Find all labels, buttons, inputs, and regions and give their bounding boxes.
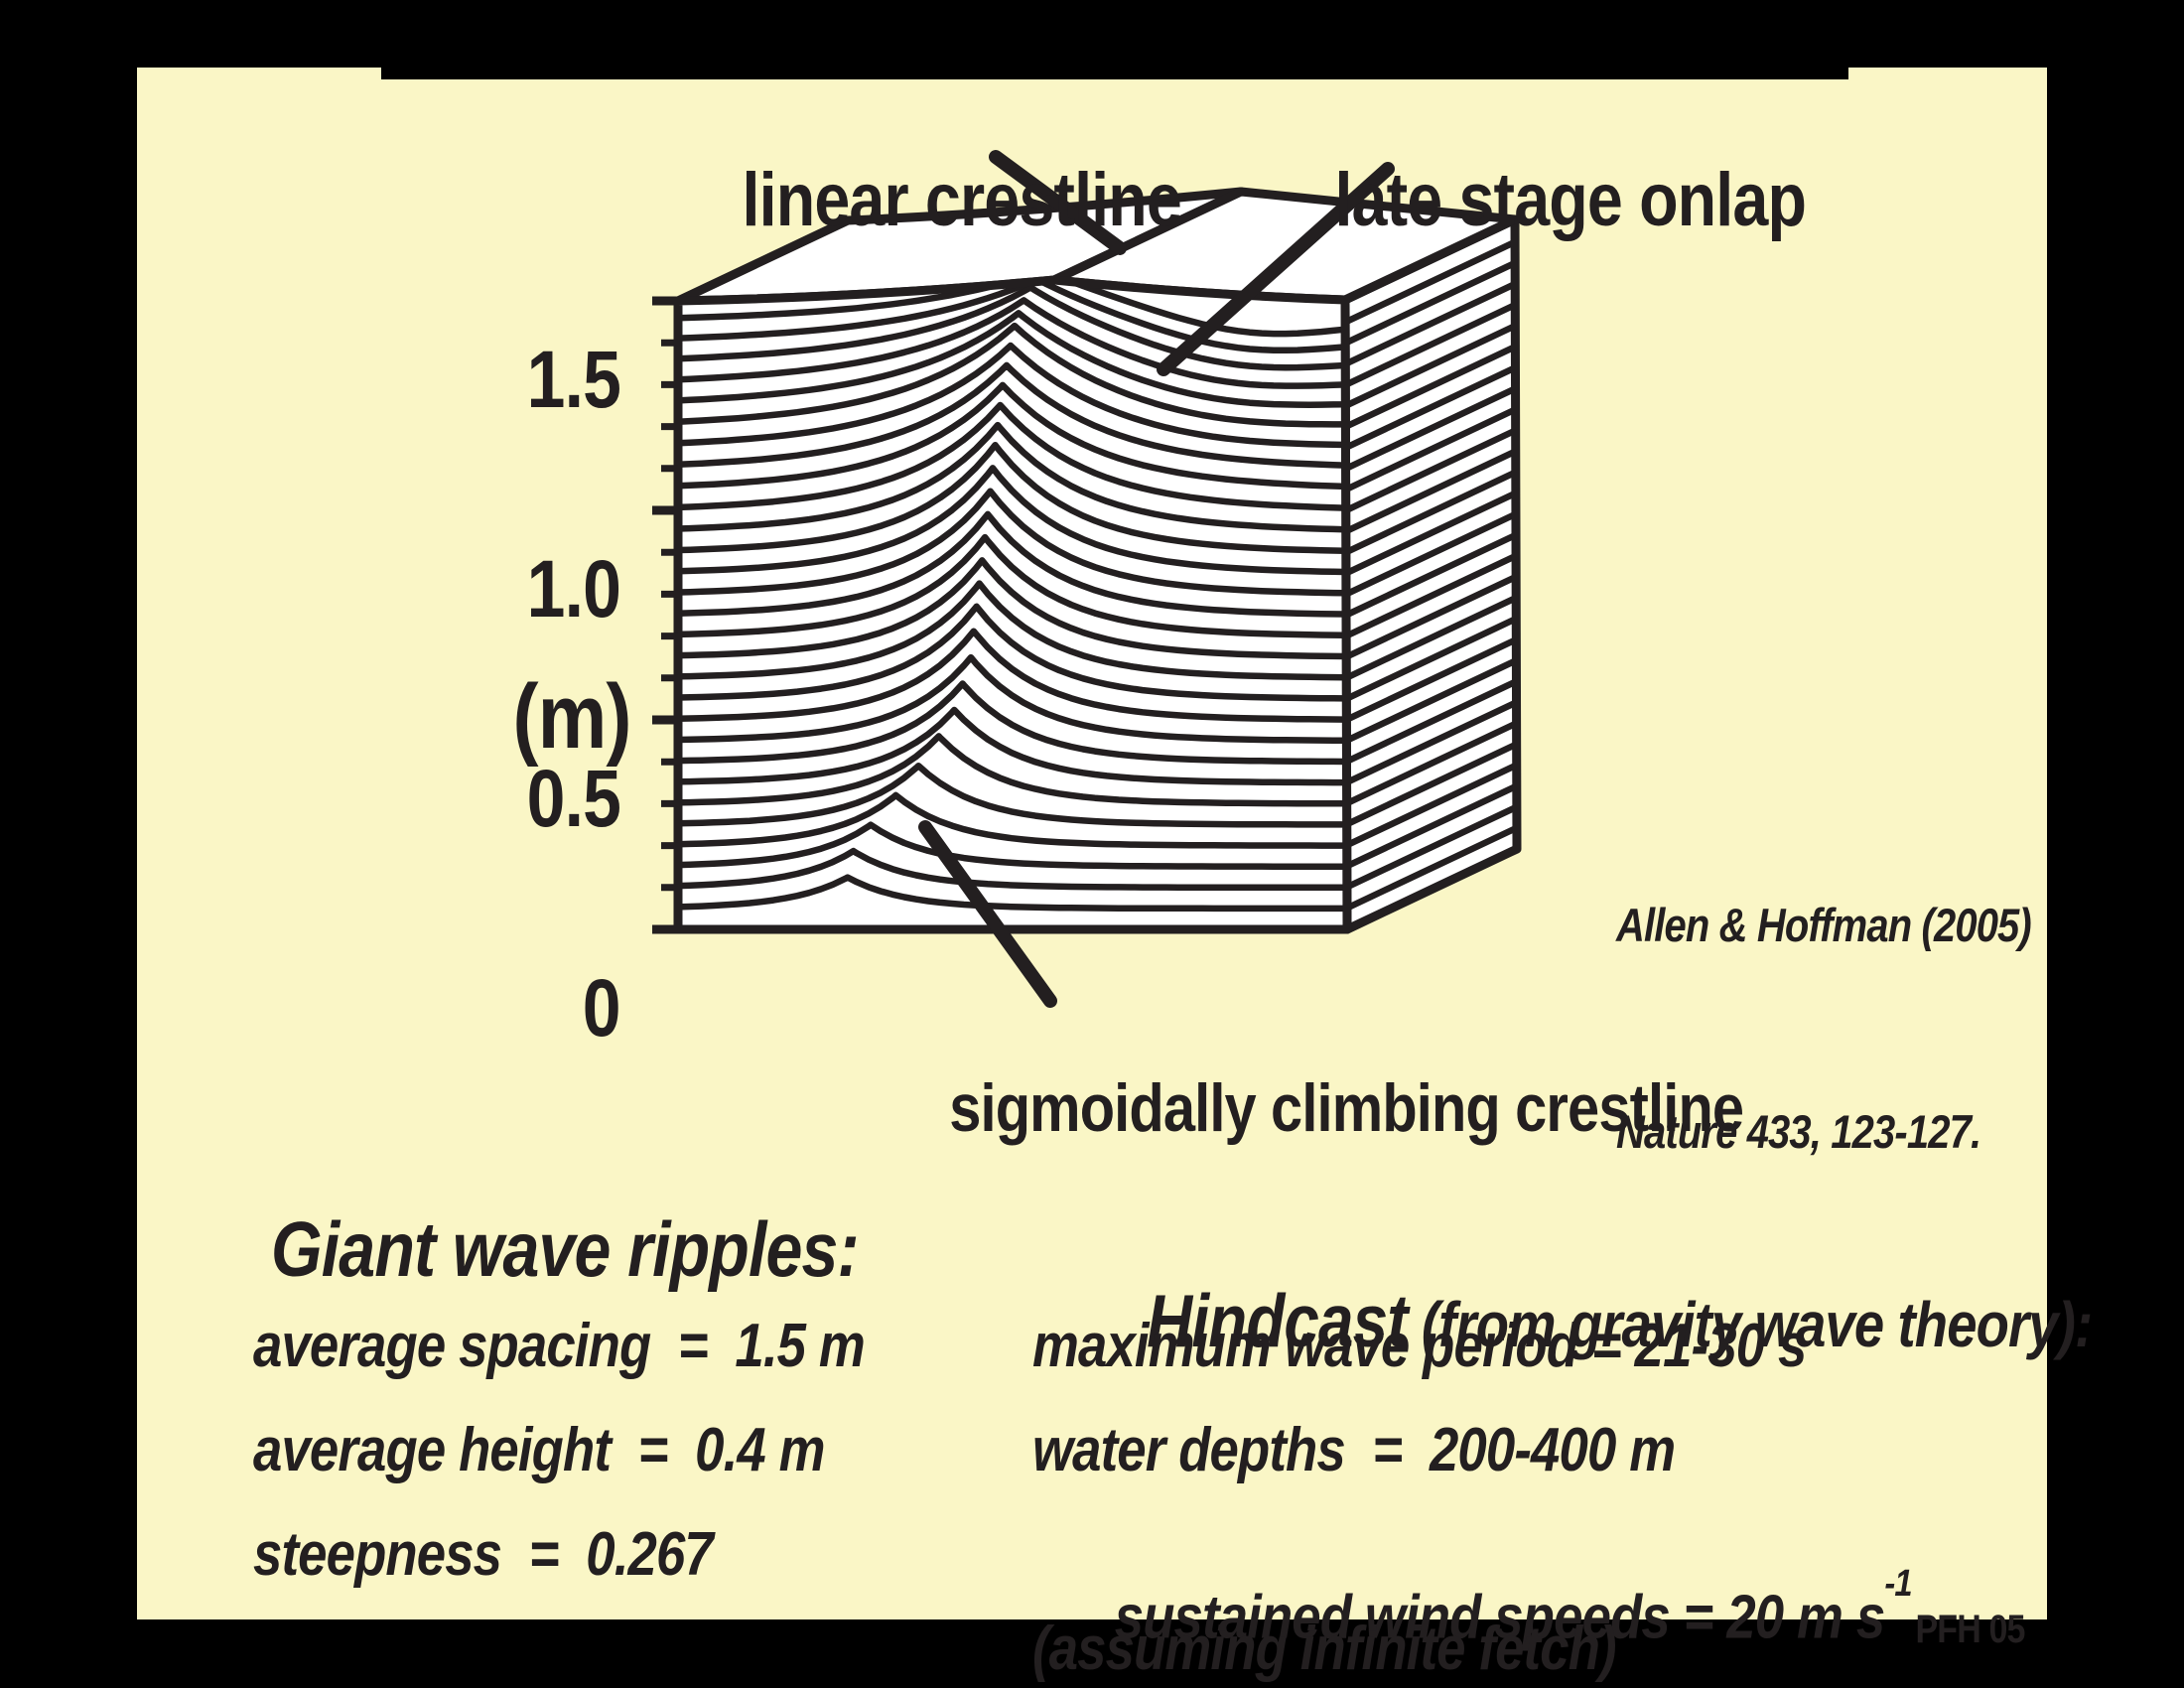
axis-tick-label-1-5: 1.5 — [526, 335, 621, 425]
hindcast-title-suffix: (from gravity wave theory): — [1407, 1289, 2093, 1360]
axis-ticks — [652, 296, 678, 934]
pointer-lines — [918, 150, 1395, 1008]
axis-unit-label: (m) — [512, 666, 632, 768]
axis-tick-label-0: 0 — [583, 963, 621, 1054]
front-face — [678, 280, 1347, 929]
ripple-stats-title: Giant wave ripples: — [270, 1205, 860, 1293]
pointer-onlap — [1157, 162, 1395, 376]
label-linear-crestline-text: linear crestline — [743, 158, 1182, 242]
hindcast-row-fetch: (assuming infinite fetch) — [1031, 1615, 1617, 1683]
axis-tick-label-0-5: 0.5 — [526, 754, 621, 844]
hindcast-row-wind-speeds: sustained wind speeds = 20 m s-1 — [1114, 1561, 1913, 1652]
axis-tick-label-1-0: 1.0 — [526, 544, 621, 634]
right-side-face — [1340, 214, 1522, 934]
front-face-outline — [673, 275, 1352, 934]
citation-line2: Nature 433, 123-127. — [1616, 1105, 1981, 1158]
pointer-linear — [989, 150, 1127, 255]
wind-speed-exponent: -1 — [1884, 1561, 1912, 1605]
label-linear-crestline: linear crestline — [624, 87, 1221, 238]
hindcast-row-wave-period: maximum wave period = 21-30 s — [1031, 1312, 1807, 1380]
label-sigmoidal-crestline: sigmoidally climbing crestline — [808, 1007, 1814, 1142]
ripple-stats-row-spacing: average spacing = 1.5 m — [252, 1312, 866, 1380]
citation-line1: Allen & Hoffman (2005) — [1616, 899, 2032, 951]
ripple-stats-row-steepness: steepness = 0.267 — [252, 1520, 714, 1589]
top-edge-notch — [381, 65, 1848, 79]
citation: Allen & Hoffman (2005) Nature 433, 123-1… — [1545, 747, 2105, 1253]
credit-initials: PFH 05 — [1915, 1608, 2026, 1651]
label-late-stage-onlap: late stage onlap — [1214, 87, 1848, 238]
label-sigmoidal-crestline-text: sigmoidally climbing crestline — [948, 1070, 1744, 1146]
hindcast-row-water-depths: water depths = 200-400 m — [1031, 1416, 1676, 1484]
hindcast-title-main: Hindcast — [1147, 1279, 1409, 1362]
ripple-stats-row-height: average height = 0.4 m — [252, 1416, 826, 1484]
pointer-sigmoid — [918, 820, 1057, 1008]
front-face-laminae — [678, 280, 1347, 913]
hindcast-title: Hindcast (from gravity wave theory): — [968, 1135, 2184, 1433]
label-late-stage-onlap-text: late stage onlap — [1334, 158, 1807, 242]
